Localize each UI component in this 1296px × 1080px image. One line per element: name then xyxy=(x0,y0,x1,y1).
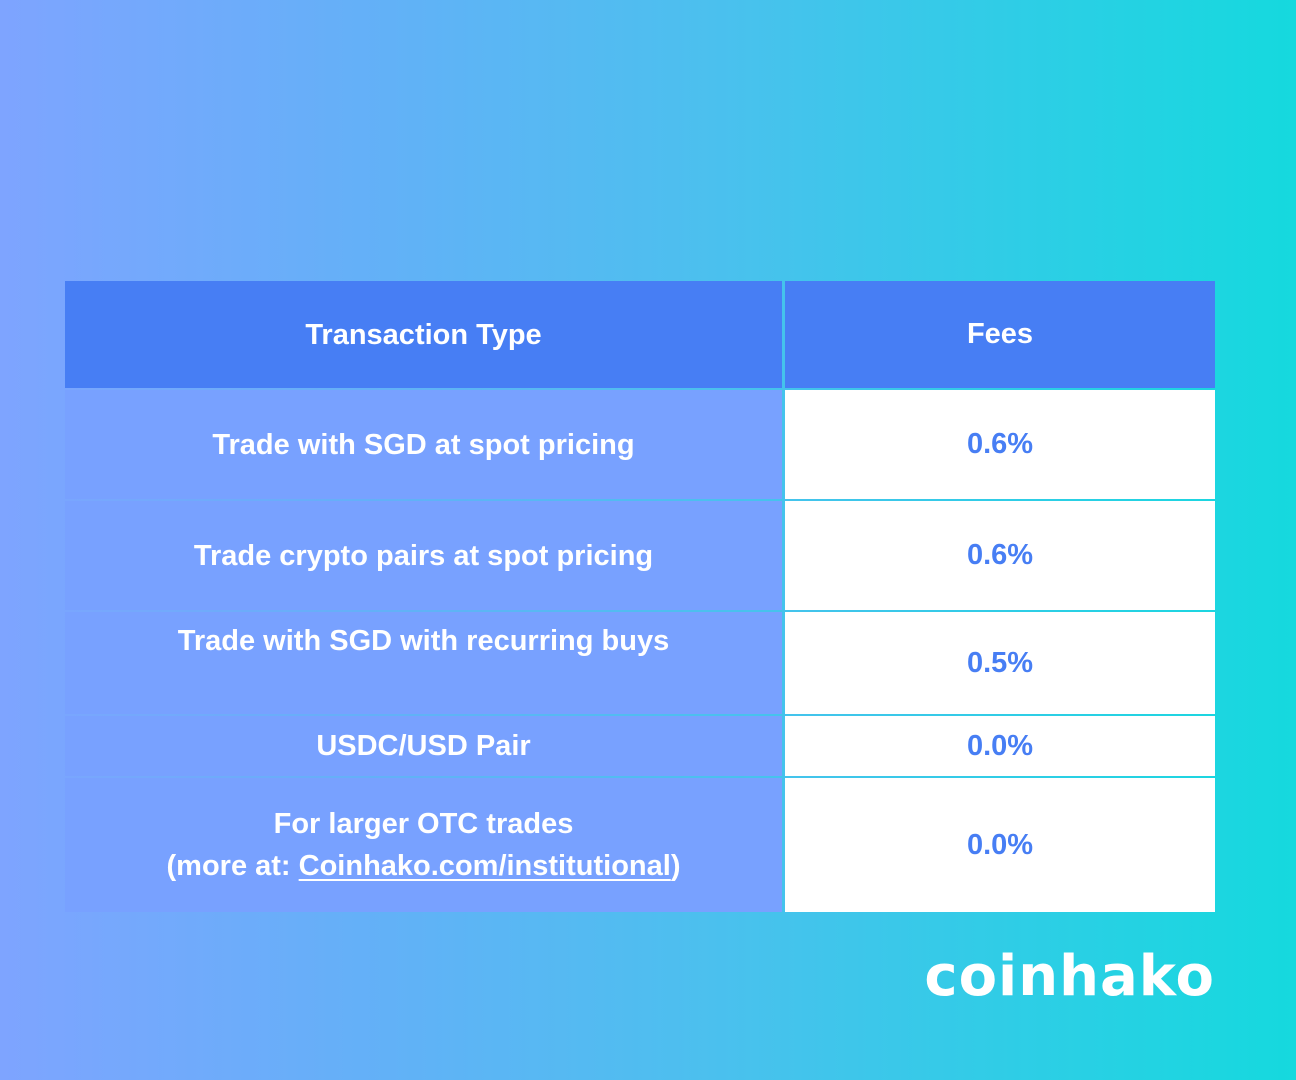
fee-cell: 0.6% xyxy=(785,390,1215,499)
coinhako-logo: coinhako xyxy=(924,944,1215,1009)
otc-prefix: (more at: xyxy=(166,850,299,882)
table-row: For larger OTC trades (more at: Coinhako… xyxy=(65,778,1216,912)
table-row: Trade with SGD with recurring buys 0.5% xyxy=(65,612,1216,714)
otc-line-1: For larger OTC trades xyxy=(273,808,574,840)
otc-line-2: (more at: Coinhako.com/institutional) xyxy=(167,845,681,887)
transaction-type-cell: Trade with SGD with recurring buys xyxy=(65,612,782,714)
table-row: Trade crypto pairs at spot pricing 0.6% xyxy=(65,501,1216,610)
header-fees: Fees xyxy=(785,281,1215,388)
table-row: Trade with SGD at spot pricing 0.6% xyxy=(65,390,1216,499)
transaction-type-cell: USDC/USD Pair xyxy=(65,716,782,776)
transaction-type-cell: Trade with SGD at spot pricing xyxy=(65,390,782,499)
transaction-type-cell: For larger OTC trades (more at: Coinhako… xyxy=(65,778,782,912)
table-header-row: Transaction Type Fees xyxy=(65,281,1216,388)
fee-table: Transaction Type Fees Trade with SGD at … xyxy=(65,281,1216,912)
header-transaction-type: Transaction Type xyxy=(65,281,782,388)
fee-cell: 0.6% xyxy=(785,501,1215,610)
transaction-type-cell: Trade crypto pairs at spot pricing xyxy=(65,501,782,610)
otc-suffix: ) xyxy=(670,850,681,882)
table-row: USDC/USD Pair 0.0% xyxy=(65,716,1216,776)
otc-description: For larger OTC trades (more at: Coinhako… xyxy=(167,803,681,887)
institutional-link[interactable]: Coinhako.com/institutional xyxy=(298,850,671,882)
fee-cell: 0.5% xyxy=(785,612,1215,714)
fee-cell: 0.0% xyxy=(785,716,1215,776)
fee-cell: 0.0% xyxy=(785,778,1215,912)
